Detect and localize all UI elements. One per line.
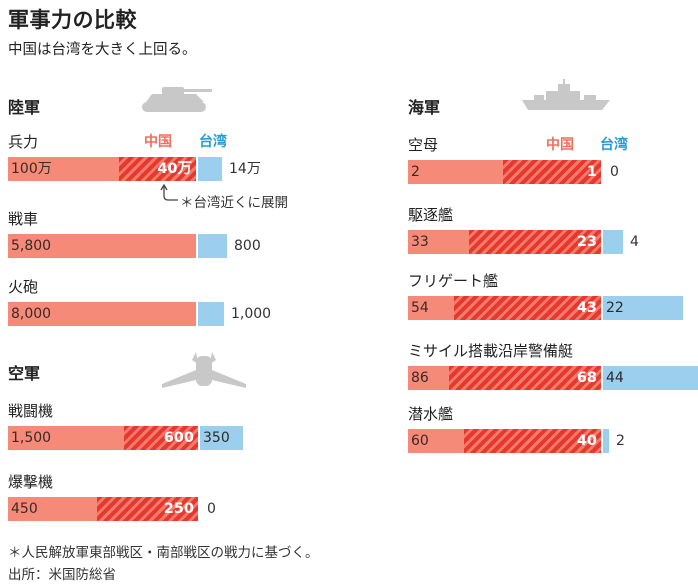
legend-taiwan-navy: 台湾 <box>600 137 628 153</box>
china-total-bar <box>8 234 196 258</box>
fighter-jet-icon <box>162 352 246 388</box>
warship-icon <box>522 79 610 110</box>
row-label: 戦闘機 <box>8 402 54 420</box>
legend-china: 中国 <box>144 134 172 150</box>
china-deployed-value: 600 <box>163 430 194 446</box>
taiwan-bar <box>603 230 623 254</box>
source-note: 出所：米国防総省 <box>8 567 116 583</box>
taiwan-bar <box>198 157 222 181</box>
china-total-value: 2 <box>411 164 420 180</box>
china-total-value: 60 <box>411 433 429 449</box>
taiwan-value: 4 <box>630 234 639 250</box>
china-deployed-bar <box>449 366 601 390</box>
china-total-value: 8,000 <box>11 306 52 322</box>
china-deployed-value: 40 <box>576 433 597 449</box>
china-deployed-value: 68 <box>576 370 597 386</box>
taiwan-bar <box>603 296 683 320</box>
row-label: ミサイル搭載沿岸警備艇 <box>408 342 574 360</box>
china-total-bar <box>8 302 196 326</box>
china-deployed-bar <box>469 230 601 254</box>
page-subtitle: 中国は台湾を大きく上回る。 <box>8 42 197 58</box>
taiwan-value: 22 <box>606 300 624 316</box>
taiwan-value: 2 <box>616 433 625 449</box>
china-total-value: 450 <box>11 501 38 517</box>
china-deployed-value: 250 <box>163 501 194 517</box>
row-label: 空母 <box>408 136 439 154</box>
china-total-value: 86 <box>411 370 429 386</box>
china-deployed-bar <box>503 160 601 184</box>
taiwan-value: 44 <box>606 370 624 386</box>
taiwan-bar <box>200 426 243 450</box>
row-label: 火砲 <box>8 278 39 296</box>
taiwan-bar <box>198 234 227 258</box>
china-deployed-value: 23 <box>576 234 597 250</box>
section-navy: 海軍 <box>408 98 441 117</box>
china-total-value: 1,500 <box>11 430 52 446</box>
china-deployed-bar <box>97 497 198 521</box>
china-deployed-bar <box>119 157 196 181</box>
china-deployed-value: 1 <box>586 164 597 180</box>
row-label: 駆逐艦 <box>408 206 454 224</box>
china-deployed-value: 43 <box>576 300 597 316</box>
row-label: 爆撃機 <box>8 473 54 491</box>
taiwan-value: 0 <box>610 164 619 180</box>
taiwan-value: 350 <box>203 430 230 446</box>
page-title: 軍事力の比較 <box>8 8 137 32</box>
china-deployed-bar <box>464 429 601 453</box>
row-label: フリゲート艦 <box>408 272 499 290</box>
row-label: 戦車 <box>8 210 39 228</box>
annotation-deployed: ＊台湾近くに展開 <box>180 195 288 211</box>
taiwan-value: 1,000 <box>231 306 272 322</box>
section-army: 陸軍 <box>8 98 41 117</box>
china-total-value: 5,800 <box>11 238 52 254</box>
taiwan-bar <box>603 366 698 390</box>
china-total-value: 100万 <box>11 161 52 177</box>
legend-taiwan: 台湾 <box>199 134 227 150</box>
taiwan-value: 800 <box>234 238 261 254</box>
footnote: ＊人民解放軍東部戦区・南部戦区の戦力に基づく。 <box>8 545 319 561</box>
taiwan-value: 14万 <box>229 161 261 177</box>
annotation-arrow-icon <box>160 184 178 201</box>
taiwan-bar <box>198 302 224 326</box>
legend-china-navy: 中国 <box>546 137 574 153</box>
china-deployed-bar <box>454 296 601 320</box>
china-total-value: 33 <box>411 234 429 250</box>
row-label: 潜水艦 <box>408 405 454 423</box>
row-label: 兵力 <box>8 133 39 151</box>
china-total-value: 54 <box>411 300 429 316</box>
taiwan-bar <box>603 429 609 453</box>
taiwan-value: 0 <box>207 501 216 517</box>
china-deployed-bar <box>124 426 198 450</box>
tank-icon <box>142 87 212 112</box>
section-air: 空軍 <box>8 364 41 383</box>
